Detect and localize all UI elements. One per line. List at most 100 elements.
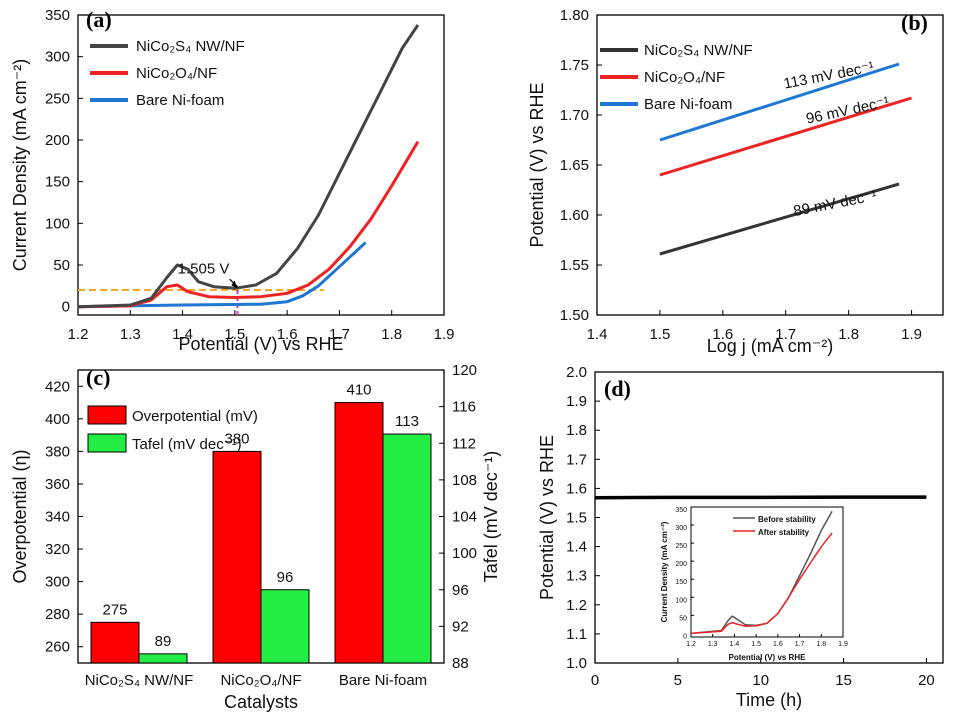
panel-c-bar-tafel [382,433,432,664]
panel-c-data-label-tafel: 96 [277,569,294,586]
panel-c-y2-tick-label: 96 [452,582,469,599]
panel-d-x-tick-label: 5 [674,672,682,689]
panel-c-y2-tick-label: 92 [452,618,469,635]
inset-x-tick-label: 1.6 [773,641,783,648]
panel-a-y-tick-label: 200 [45,132,70,149]
panel-d-y-tick-label: 1.3 [566,568,587,585]
inset-series-line-1 [690,532,833,635]
panel-b-legend-label-1: NiCo₂O₄/NF [644,69,725,86]
panel-b-x-tick-label: 1.5 [649,326,670,343]
panel-d-x-tick-label: 20 [918,672,935,689]
panel-b-y-tick-label: 1.75 [560,57,589,74]
panel-c-data-label-overpotential: 275 [102,601,127,618]
panel-d-x-tick-label: 15 [835,672,852,689]
panel-c-data-label-overpotential: 380 [224,430,249,447]
inset-y-tick-label: 150 [675,579,687,586]
panel-c-y-tick-label: 260 [45,639,70,656]
panel-b-slope-label-0: 89 mV dec⁻¹ [792,187,878,220]
panel-b-x-tick-label: 1.4 [587,326,608,343]
inset-ylabel: Current Density (mA cm⁻²) [660,521,669,622]
panel-c-bar-tafel [138,653,188,664]
panel-a-y-tick-label: 300 [45,49,70,66]
panel-a-x-tick-label: 1.7 [329,326,350,343]
inset-y-tick-label: 300 [675,525,687,532]
panel-a-x-tick-label: 1.6 [277,326,298,343]
inset-xlabel: Potential (V) vs RHE [729,653,807,662]
panel-c-bar-overpotential [212,450,262,664]
panel-a-y-tick-label: 100 [45,215,70,232]
panel-c-y2-tick-label: 100 [452,545,477,562]
panel-a-ylabel: Current Density (mA cm⁻²) [10,59,30,272]
panel-c-y2-tick-label: 104 [452,509,477,526]
inset-x-tick-label: 1.7 [795,641,805,648]
panel-c-ylabel: Overpotential (η) [10,449,30,583]
inset-y-tick-label: 0 [683,633,687,640]
panel-b-frame [596,14,944,316]
panel-a-legend-label-1: NiCo₂O₄/NF [136,65,217,82]
panel-c-y-tick-label: 320 [45,541,70,558]
panel-c-legend-swatch-1 [87,433,127,453]
inset-x-tick-label: 1.9 [838,641,848,648]
panel-d-xlabel: Time (h) [736,690,802,710]
panel-a-frame [77,14,445,316]
panel-b-legend-label-0: NiCo₂S₄ NW/NF [644,42,753,59]
panel-d-y-tick-label: 1.1 [566,626,587,643]
panel-a-x-tick-label: 1.5 [224,326,245,343]
panel-b-y-tick-label: 1.70 [560,107,589,124]
panel-c-data-label-tafel: 113 [395,413,419,430]
panel-a-x-tick-label: 1.4 [172,326,193,343]
panel-d-y-tick-label: 1.5 [566,510,587,527]
panel-b-label: (b) [901,10,928,35]
panel-a-annotation: 1.505 V [178,260,230,277]
panel-a-y-tick-label: 150 [45,174,70,191]
panel-b-slope-label-1: 96 mV dec⁻¹ [805,93,891,127]
panel-c-x-tick-label: NiCo₂O₄/NF [220,672,301,689]
panel-c-legend-label-1: Tafel (mV dec⁻¹) [132,436,242,453]
panel-c-y2label: Tafel (mV dec⁻¹) [481,451,501,583]
panel-c-data-label-overpotential: 410 [346,382,371,399]
panel-d-y-tick-label: 1.9 [566,393,587,410]
inset-x-tick-label: 1.8 [816,641,826,648]
inset-legend-label-1: After stability [758,528,810,537]
panel-d-series-line-0 [594,495,927,500]
panel-d-x-tick-label: 10 [752,672,769,689]
inset-y-tick-label: 200 [675,561,687,568]
panel-b-x-tick-label: 1.6 [712,326,733,343]
panel-c-x-tick-label: Bare Ni-foam [339,672,427,689]
panel-c-bar-tafel [260,589,310,664]
panel-b-y-tick-label: 1.60 [560,207,589,224]
panel-c-y-tick-label: 300 [45,574,70,591]
panel-b-y-tick-label: 1.55 [560,257,589,274]
panel-c-legend-label-0: Overpotential (mV) [132,408,258,425]
panel-c-data-label-tafel: 89 [155,633,172,650]
panel-c-legend-swatch-0 [87,405,127,425]
panel-b-y-tick-label: 1.80 [560,7,589,24]
panel-a-x-tick-label: 1.2 [68,326,89,343]
panel-b-x-tick-label: 1.7 [775,326,796,343]
panel-c-y-tick-label: 380 [45,443,70,460]
panel-b-x-tick-label: 1.9 [901,326,922,343]
panel-a-series-line-1 [77,140,420,309]
panel-a-series-line-0 [77,24,420,309]
panel-d-ylabel: Potential (V) vs RHE [537,435,557,600]
panel-d-y-tick-label: 2.0 [566,364,587,381]
panel-b-y-tick-label: 1.50 [560,307,589,324]
panel-a-legend-label-2: Bare Ni-foam [136,92,224,109]
panel-b-series-line-0 [659,182,900,256]
inset-y-tick-label: 50 [679,615,687,622]
panel-a-y-tick-label: 350 [45,7,70,24]
panel-c-y2-tick-label: 116 [452,399,476,416]
panel-c-y-tick-label: 360 [45,476,70,493]
panel-d-y-tick-label: 1.0 [566,655,587,672]
panel-b-series-line-2 [659,62,900,142]
panel-d-y-tick-label: 1.8 [566,422,587,439]
panel-a-series-line-2 [77,241,367,309]
panel-d-y-tick-label: 1.4 [566,539,587,556]
panel-a-x-tick-label: 1.9 [434,326,455,343]
panel-b-ylabel: Potential (V) vs RHE [527,82,547,247]
panel-c-x-tick-label: NiCo₂S₄ NW/NF [85,672,194,689]
inset-y-tick-label: 250 [675,543,687,550]
panel-c-y-tick-label: 340 [45,509,70,526]
panel-b-y-tick-label: 1.65 [560,157,589,174]
